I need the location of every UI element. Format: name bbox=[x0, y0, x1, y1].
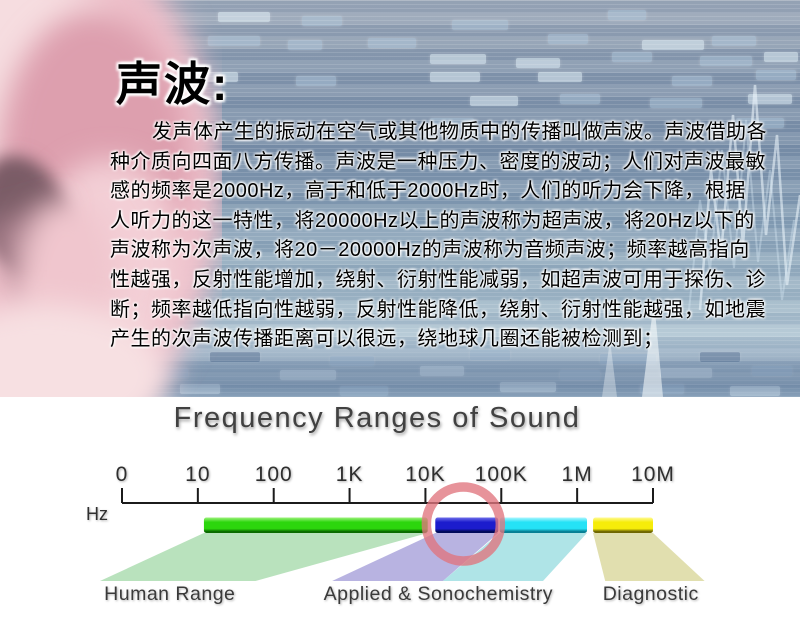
range-label: Diagnostic bbox=[603, 583, 699, 605]
background-block bbox=[330, 356, 374, 366]
applied-high-beam bbox=[442, 533, 588, 581]
background-block bbox=[764, 52, 798, 62]
paragraph-line: 发声体产生的振动在空气或其他物质中的传播叫做声波。声波借助各 bbox=[152, 121, 767, 143]
tick-label: 1K bbox=[336, 463, 364, 486]
diagnostic-beam bbox=[593, 533, 705, 581]
tick-label: 0 bbox=[116, 463, 129, 486]
background-block bbox=[516, 58, 560, 68]
tick-label: 100 bbox=[255, 463, 293, 486]
background-block bbox=[470, 96, 518, 106]
paragraph-line: 声波称为次声波，将20－20000Hz的声波称为音频声波；频率越高指向 bbox=[110, 239, 750, 262]
applied-low-bar bbox=[435, 517, 499, 533]
tick-label: 1M bbox=[562, 463, 593, 486]
background-block bbox=[500, 382, 556, 392]
slide-title: 声波: bbox=[116, 58, 230, 110]
background-block bbox=[612, 52, 652, 62]
background-block bbox=[420, 366, 464, 376]
paragraph-line: 感的频率是2000Hz，高于和低于2000Hz时，人们的听力会下降，根据 bbox=[110, 180, 746, 203]
tick-label: 100K bbox=[475, 463, 528, 486]
background-block bbox=[430, 54, 486, 64]
background-block bbox=[210, 352, 260, 362]
background-block bbox=[340, 386, 388, 396]
human-range-bar bbox=[203, 517, 428, 533]
body-paragraph: 发声体产生的振动在空气或其他物质中的传播叫做声波。声波借助各 种介质向四面八方传… bbox=[110, 118, 782, 355]
range-label: Human Range bbox=[104, 583, 235, 605]
background-block bbox=[280, 370, 336, 380]
background-block bbox=[520, 120, 560, 130]
applied-low-beam bbox=[332, 533, 499, 581]
paragraph-line: 人听力的这一特性，将20000Hz以上的声波称为超声波，将20Hz以下的 bbox=[110, 209, 755, 232]
background-block bbox=[642, 40, 704, 50]
background-block bbox=[752, 366, 792, 376]
highlight-ring bbox=[421, 482, 506, 566]
background-block bbox=[452, 20, 508, 30]
background-block bbox=[430, 72, 480, 82]
background-block bbox=[730, 386, 780, 396]
background-block bbox=[560, 94, 600, 104]
slide-top-banner: 声波: 发声体产生的振动在空气或其他物质中的传播叫做声波。声波借助各 种介质向四… bbox=[0, 0, 800, 416]
background-block bbox=[288, 40, 322, 50]
background-block bbox=[700, 56, 752, 66]
figure-panel: Frequency Ranges of Sound Hz 0 10 100 1K 10K… bbox=[0, 397, 800, 618]
background-block bbox=[608, 10, 646, 20]
background-block bbox=[538, 72, 582, 82]
human-range-beam bbox=[100, 533, 428, 581]
frequency-axis bbox=[121, 488, 654, 504]
background-block bbox=[208, 36, 260, 46]
background-block bbox=[302, 16, 342, 26]
background-block bbox=[672, 76, 712, 86]
diagnostic-bar bbox=[593, 517, 653, 533]
tick-label: 10K bbox=[405, 463, 445, 486]
background-block bbox=[430, 118, 474, 128]
tick-label: 10M bbox=[631, 463, 675, 486]
chart-title: Frequency Ranges of Sound bbox=[173, 402, 581, 434]
paragraph-line: 性越强，反射性能增加，绕射、衍射性能减弱，如超声波可用于探伤、诊 bbox=[110, 268, 766, 291]
tick-label: 10 bbox=[185, 463, 210, 486]
background-block bbox=[218, 12, 270, 22]
background-block bbox=[296, 76, 336, 86]
background-block bbox=[650, 98, 702, 108]
background-block bbox=[700, 352, 740, 362]
background-block bbox=[660, 368, 712, 378]
background-block bbox=[368, 38, 416, 48]
background-block bbox=[470, 350, 510, 360]
paragraph-line: 断；频率越低指向性越弱，反射性能降低，绕射、衍射性能越强，如地震 bbox=[110, 298, 766, 321]
background-block bbox=[600, 354, 656, 364]
background-block bbox=[756, 70, 796, 80]
axis-unit-label: Hz bbox=[86, 504, 108, 524]
frequency-range-chart: 0 10 100 1K 10K 100K 1M 10M Human Range Applied &… bbox=[100, 463, 705, 605]
background-block bbox=[548, 34, 588, 44]
background-block bbox=[560, 370, 600, 380]
paragraph-line: 种介质向四面八方传播。声波是一种压力、密度的波动；人们对声波最敏 bbox=[110, 150, 766, 173]
applied-high-bar bbox=[499, 517, 588, 533]
paragraph-line: 产生的次声波传播距离可以很远，绕地球几圈还能被检测到； bbox=[110, 328, 664, 351]
range-label: Applied & Sonochemistry bbox=[324, 583, 553, 605]
background-block bbox=[712, 36, 756, 46]
